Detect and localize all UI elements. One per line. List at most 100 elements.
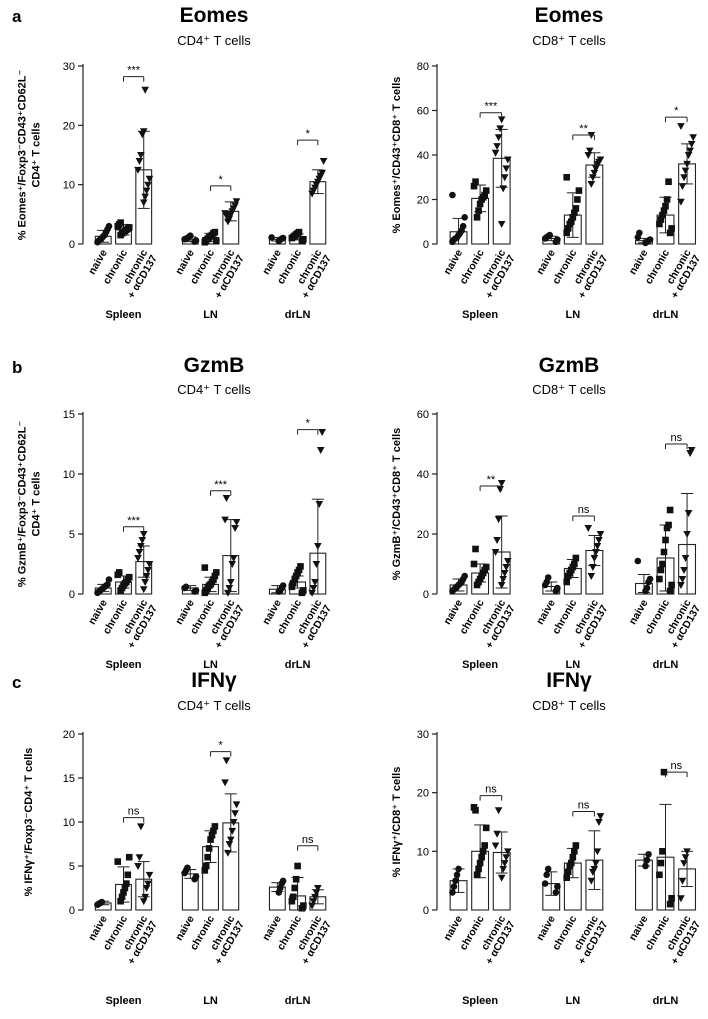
y-axis-label: % GzmB⁺/CD43⁺CD8⁺ T cells	[391, 428, 403, 581]
data-point-triangle	[683, 160, 691, 168]
data-point-triangle	[141, 193, 149, 201]
data-point-triangle	[587, 573, 596, 580]
data-point-triangle	[224, 849, 232, 857]
data-point-triangle	[144, 181, 152, 189]
panel-letter-b: b	[12, 358, 22, 377]
data-point-square	[657, 216, 665, 223]
data-point-triangle	[227, 579, 235, 586]
significance-label: *	[674, 105, 679, 117]
data-point-circle	[105, 222, 113, 230]
data-point-triangle	[499, 185, 507, 193]
group-label: Spleen	[105, 995, 141, 1007]
data-point-circle	[453, 871, 461, 879]
data-point-triangle	[135, 157, 144, 165]
data-point-circle	[634, 557, 642, 565]
y-tick-label: 5	[69, 529, 75, 541]
significance-label: *	[219, 174, 224, 186]
data-point-square	[288, 583, 296, 591]
y-axis-label: % GzmB⁺/Foxp3⁻CD43⁺CD62L⁻ CD4⁺ T cells	[17, 421, 43, 587]
y-tick-label: 40	[417, 150, 429, 162]
y-tick-label: 20	[417, 788, 429, 800]
data-point-square	[201, 867, 209, 874]
data-point-triangle	[684, 510, 693, 517]
y-axis-label-line: % Eomes⁺/Foxp3⁻CD43⁺CD62L⁻	[17, 70, 29, 241]
data-point-triangle	[497, 221, 506, 228]
chart-title: GzmB	[184, 354, 245, 377]
y-tick-label: 5	[69, 861, 75, 873]
data-point-square	[125, 573, 133, 581]
data-point-triangle	[589, 564, 597, 571]
data-point-square	[300, 902, 307, 909]
y-tick-label: 20	[417, 195, 429, 207]
data-point-triangle	[677, 895, 685, 903]
data-point-triangle	[590, 865, 599, 873]
chart-title: IFNγ	[546, 669, 592, 692]
data-point-triangle	[139, 531, 148, 538]
data-point-triangle	[312, 889, 321, 897]
data-point-circle	[192, 237, 200, 244]
chart-panel-4: GzmB CD8⁺ T cells % GzmB⁺/CD43⁺CD8⁺ T cell…	[391, 354, 703, 671]
data-point-circle	[646, 236, 654, 243]
data-point-circle	[643, 584, 651, 592]
data-point-square	[123, 880, 130, 887]
data-point-triangle	[678, 183, 687, 191]
data-point-circle	[98, 898, 106, 906]
data-point-circle	[461, 214, 468, 221]
data-point-triangle	[144, 880, 152, 888]
data-point-square	[482, 187, 490, 194]
data-point-triangle	[584, 152, 593, 159]
data-point-circle	[268, 234, 275, 241]
data-point-triangle	[499, 576, 507, 583]
data-point-triangle	[596, 531, 605, 538]
data-point-square	[656, 871, 663, 879]
chart-subtitle: CD8⁺ T cells	[532, 33, 606, 48]
data-point-triangle	[683, 531, 691, 538]
significance-label: ***	[214, 479, 228, 491]
data-point-triangle	[139, 898, 148, 906]
data-point-square	[207, 836, 214, 843]
data-point-circle	[452, 877, 459, 884]
group-label: LN	[565, 309, 580, 321]
data-point-triangle	[145, 561, 154, 568]
data-point-circle	[279, 234, 287, 242]
data-point-triangle	[496, 486, 504, 493]
data-point-square	[294, 862, 301, 870]
data-point-circle	[192, 873, 200, 880]
chart-panel-2: Eomes CD8⁺ T cells % Eomes⁺/CD43⁺CD8⁺ T ce…	[391, 4, 703, 321]
data-point-triangle	[500, 860, 509, 868]
significance-label: ns	[485, 784, 497, 796]
data-point-triangle	[687, 447, 696, 454]
data-point-circle	[279, 582, 287, 589]
data-point-square	[210, 827, 217, 835]
data-point-square	[572, 205, 580, 212]
data-point-triangle	[222, 212, 231, 220]
data-point-triangle	[221, 779, 229, 787]
data-point-circle	[646, 575, 654, 583]
data-point-square	[300, 587, 307, 594]
data-point-square	[666, 506, 674, 514]
data-point-square	[125, 224, 133, 231]
data-point-square	[117, 219, 124, 226]
data-point-square	[470, 560, 478, 568]
data-point-triangle	[684, 152, 693, 159]
data-point-triangle	[142, 187, 151, 195]
data-point-triangle	[316, 447, 325, 454]
data-point-triangle	[308, 902, 316, 910]
chart-subtitle: CD4⁺ T cells	[177, 382, 251, 397]
data-point-triangle	[503, 156, 512, 164]
significance-label: *	[306, 418, 311, 430]
data-point-circle	[449, 191, 456, 199]
significance-label: ***	[484, 101, 498, 113]
data-point-circle	[554, 883, 561, 890]
data-point-square	[121, 884, 129, 892]
data-point-square	[666, 587, 674, 595]
group-label: Spleen	[462, 995, 498, 1007]
y-axis-label-line: CD4⁺ T cells	[31, 122, 43, 187]
chart-panel-3: GzmB CD4⁺ T cells % GzmB⁺/Foxp3⁻CD43⁺CD62L…	[17, 354, 335, 671]
data-point-square	[572, 554, 580, 562]
data-point-triangle	[225, 841, 234, 848]
data-point-circle	[279, 877, 287, 885]
data-point-triangle	[593, 848, 602, 856]
data-point-triangle	[494, 516, 503, 523]
